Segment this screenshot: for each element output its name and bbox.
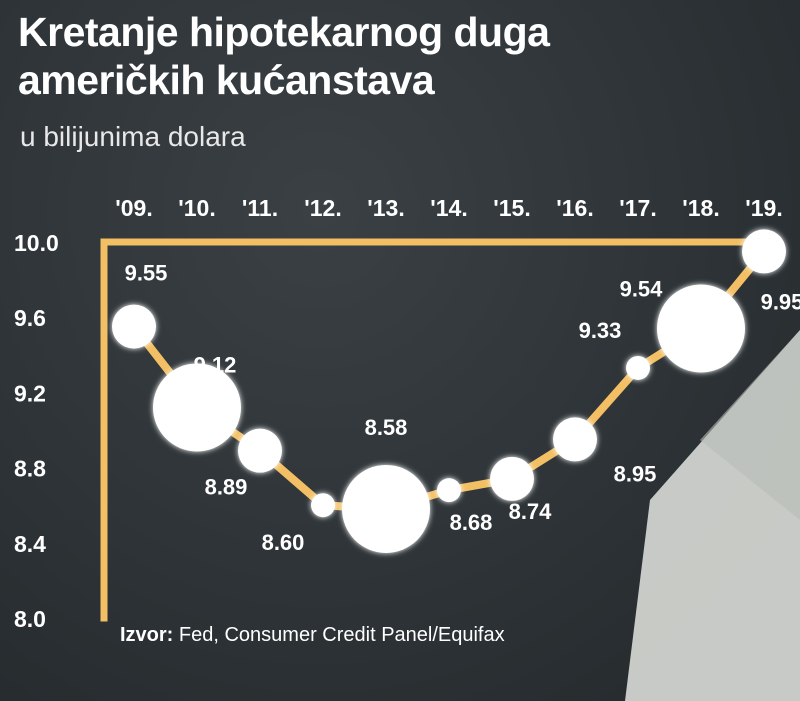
y-tick-label: 8.0 (14, 606, 46, 632)
source-text: Fed, Consumer Credit Panel/Equifax (173, 624, 505, 646)
data-point (626, 355, 650, 380)
data-label: 9.95 (761, 289, 800, 314)
x-tick-label: '15. (493, 195, 530, 221)
chart-subtitle: u bilijunima dolara (20, 121, 246, 152)
x-tick-label: '16. (556, 195, 593, 221)
data-point (311, 493, 335, 518)
data-point (742, 229, 786, 274)
data-point (238, 428, 282, 473)
y-tick-label: 10.0 (14, 230, 59, 256)
y-tick-label: 9.6 (14, 305, 46, 331)
data-label: 8.74 (509, 499, 553, 524)
x-tick-label: '12. (304, 195, 341, 221)
title-line-1: Kretanje hipotekarnog duga (18, 9, 550, 55)
data-point (112, 304, 156, 349)
x-tick-label: '13. (367, 195, 404, 221)
x-tick-label: '10. (178, 195, 215, 221)
data-label: 8.60 (262, 530, 305, 555)
title-line-2: američkih kućanstava (18, 57, 435, 103)
x-tick-label: '19. (745, 195, 782, 221)
y-tick-label: 8.4 (14, 531, 46, 557)
data-label: 8.89 (205, 475, 248, 500)
y-tick-label: 9.2 (14, 380, 46, 406)
x-tick-label: '18. (682, 195, 719, 221)
data-point (342, 464, 430, 553)
banknote-shade (700, 330, 800, 520)
data-label: 8.58 (365, 415, 408, 440)
chart-title: Kretanje hipotekarnog duga američkih kuć… (18, 8, 550, 104)
x-tick-label: '14. (430, 195, 467, 221)
source-label: Izvor: (120, 624, 174, 646)
data-point (437, 478, 461, 503)
data-point (553, 417, 597, 462)
y-tick-label: 8.8 (14, 456, 46, 482)
data-point (490, 456, 534, 501)
data-label: 8.68 (450, 510, 493, 535)
data-label: 9.54 (620, 276, 664, 301)
data-label: 8.95 (614, 461, 657, 486)
data-point (657, 284, 745, 373)
data-label: 9.12 (194, 352, 237, 377)
data-point (153, 363, 241, 452)
source-note: Izvor: Fed, Consumer Credit Panel/Equifa… (120, 624, 505, 647)
x-tick-label: '09. (115, 195, 152, 221)
x-tick-label: '11. (242, 195, 278, 221)
data-label: 9.55 (125, 261, 168, 286)
data-label: 9.33 (579, 318, 622, 343)
x-tick-label: '17. (619, 195, 656, 221)
